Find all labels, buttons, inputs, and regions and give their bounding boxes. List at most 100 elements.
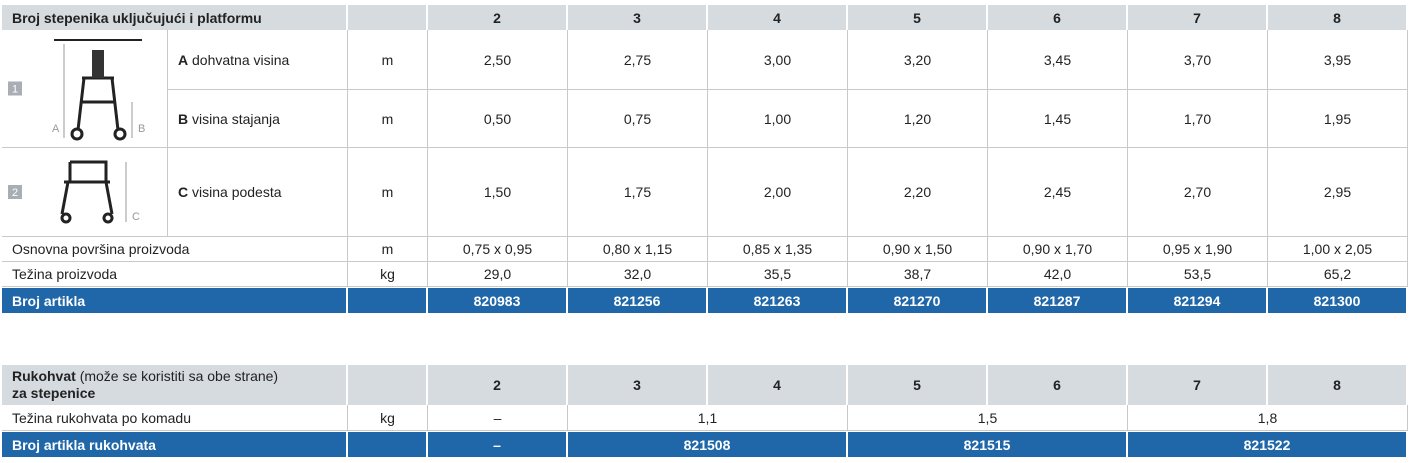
- article-number: 821300: [1268, 288, 1408, 313]
- figure-shape: [102, 212, 114, 224]
- value: 3,95: [1268, 30, 1408, 90]
- figure-label: 1: [12, 84, 18, 96]
- row-label: A dohvatna visina: [168, 30, 348, 90]
- value: 2,50: [428, 30, 568, 90]
- value: 1,1: [568, 405, 848, 431]
- article-number: 821508: [568, 432, 848, 457]
- value: 53,5: [1128, 262, 1268, 287]
- value: 0,75: [568, 90, 708, 148]
- value: 1,20: [848, 90, 988, 148]
- article-number: 821515: [848, 432, 1128, 457]
- figure-shape: [113, 127, 127, 141]
- header-label: Broj stepenika uključujući i platformu: [2, 5, 348, 30]
- value: 3,00: [708, 30, 848, 90]
- article-number: 821294: [1128, 288, 1268, 313]
- text: dohvatna visina: [192, 51, 290, 68]
- header-step: 7: [1128, 365, 1268, 405]
- value: 0,95 x 1,90: [1128, 237, 1268, 262]
- text: Rukohvat: [12, 368, 76, 384]
- article-number: 821522: [1128, 432, 1408, 457]
- figure-shape: [70, 127, 84, 141]
- header-step: 6: [988, 5, 1128, 30]
- text: visina stajanja: [192, 110, 280, 127]
- value: 65,2: [1268, 262, 1408, 287]
- unit: kg: [348, 405, 428, 431]
- figure-label: A: [52, 123, 60, 135]
- value: 2,45: [988, 148, 1128, 237]
- value: 0,50: [428, 90, 568, 148]
- article-unit: [348, 432, 428, 457]
- value: 35,5: [708, 262, 848, 287]
- unit: m: [348, 148, 428, 237]
- figure-shape: [60, 160, 114, 215]
- figure-shape: [92, 42, 104, 78]
- header-step: 8: [1268, 365, 1408, 405]
- value: 0,90 x 1,70: [988, 237, 1128, 262]
- header-step: 3: [568, 5, 708, 30]
- value: 2,20: [848, 148, 988, 237]
- header-step: 7: [1128, 5, 1268, 30]
- value: 1,75: [568, 148, 708, 237]
- row-label: Osnovna površina proizvoda: [2, 237, 348, 262]
- header-step: 2: [428, 365, 568, 405]
- article-label: Broj artikla: [2, 288, 348, 313]
- value: 2,95: [1268, 148, 1408, 237]
- article-number: 821263: [708, 288, 848, 313]
- value: 0,75 x 0,95: [428, 237, 568, 262]
- row-label: C visina podesta: [168, 148, 348, 237]
- value: 2,00: [708, 148, 848, 237]
- article-number: –: [428, 432, 568, 457]
- header-step: 3: [568, 365, 708, 405]
- header-step: 4: [708, 365, 848, 405]
- value: 0,90 x 1,50: [848, 237, 988, 262]
- value: 29,0: [428, 262, 568, 287]
- value: 2,75: [568, 30, 708, 90]
- value: 0,85 x 1,35: [708, 237, 848, 262]
- value: 2,70: [1128, 148, 1268, 237]
- article-number: 821256: [568, 288, 708, 313]
- figure-cell: 1 A B: [2, 30, 168, 148]
- value: 1,5: [848, 405, 1128, 431]
- value: 1,50: [428, 148, 568, 237]
- unit: kg: [348, 262, 428, 287]
- value: 3,20: [848, 30, 988, 90]
- row-label: Težina proizvoda: [2, 262, 348, 287]
- article-number: 821270: [848, 288, 988, 313]
- header-step: 6: [988, 365, 1128, 405]
- unit: m: [348, 90, 428, 148]
- article-unit: [348, 288, 428, 313]
- article-number: 821287: [988, 288, 1128, 313]
- value: 1,8: [1128, 405, 1408, 431]
- value: 32,0: [568, 262, 708, 287]
- article-number: 820983: [428, 288, 568, 313]
- value: 1,00: [708, 90, 848, 148]
- figure: 1 A B: [8, 39, 145, 141]
- unit: m: [348, 30, 428, 90]
- value: 1,00 x 2,05: [1268, 237, 1408, 262]
- text: za stepenice: [12, 385, 96, 401]
- figure: 2C: [8, 160, 140, 224]
- header-step: 5: [848, 365, 988, 405]
- text: C: [178, 184, 189, 200]
- unit: m: [348, 237, 428, 262]
- header-step: 5: [848, 5, 988, 30]
- row-label: Težina rukohvata po komadu: [2, 405, 348, 431]
- article-label: Broj artikla rukohvata: [2, 432, 348, 457]
- figure-shape: [60, 212, 72, 224]
- value: 3,45: [988, 30, 1128, 90]
- header-step: 2: [428, 5, 568, 30]
- text: B: [178, 110, 189, 127]
- row-label: B visina stajanja: [168, 90, 348, 148]
- figure-label: B: [138, 123, 145, 135]
- value: 38,7: [848, 262, 988, 287]
- value: 3,70: [1128, 30, 1268, 90]
- value: 42,0: [988, 262, 1128, 287]
- value: –: [428, 405, 568, 431]
- header-unit: [348, 5, 428, 30]
- figure-shape: [76, 76, 120, 131]
- figure-shape: [8, 185, 22, 199]
- header-line: Rukohvat (može se koristiti sa obe stran…: [12, 368, 278, 385]
- value: 1,45: [988, 90, 1128, 148]
